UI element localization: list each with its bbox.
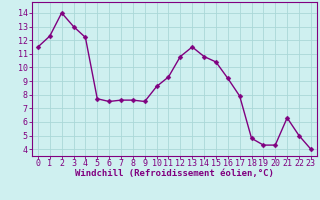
X-axis label: Windchill (Refroidissement éolien,°C): Windchill (Refroidissement éolien,°C) [75,169,274,178]
